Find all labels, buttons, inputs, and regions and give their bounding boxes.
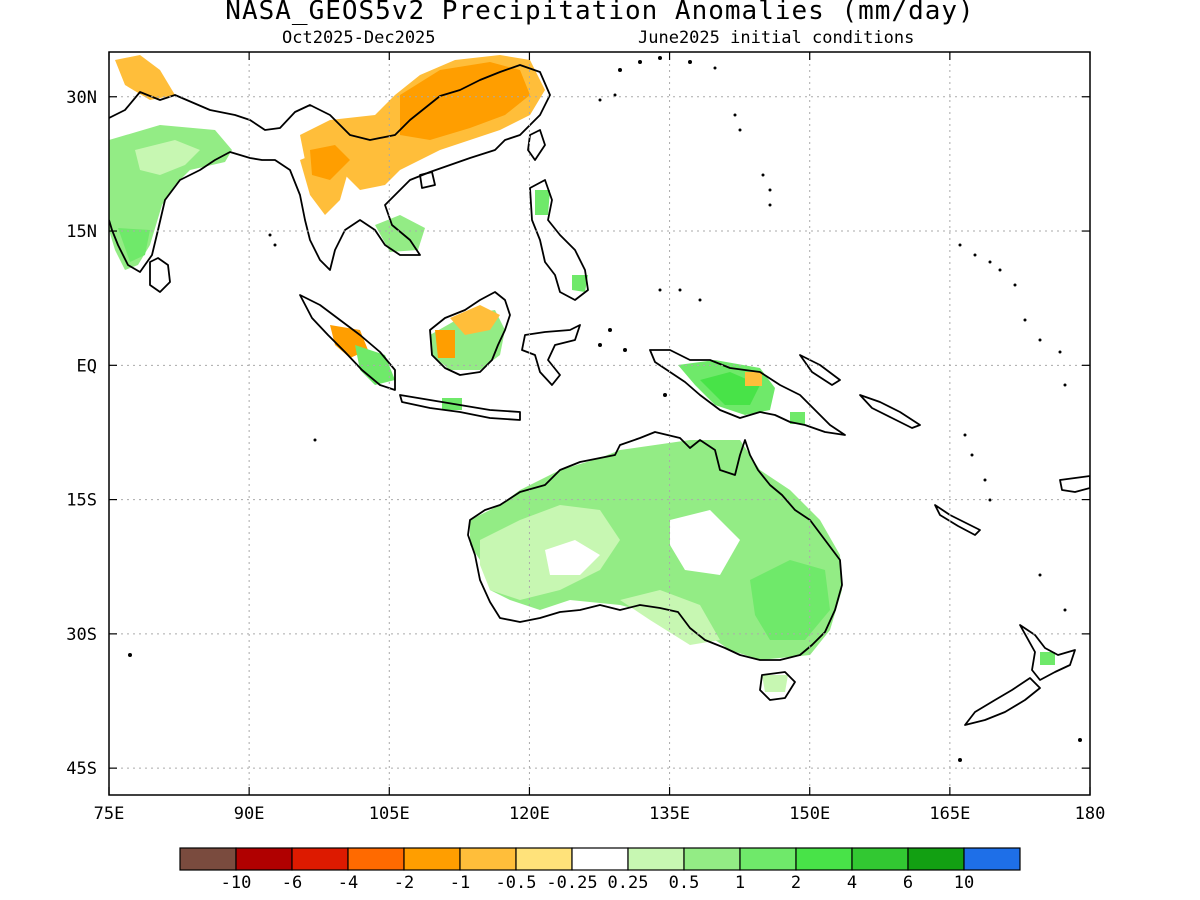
colorbar-tick-label: 2 [791,873,801,893]
colorbar-swatch [179,847,237,871]
anomaly-borneo-north [450,305,500,335]
island-dots [128,56,1082,762]
x-tick-label: 150E [789,804,830,824]
coast-philippines [529,179,589,301]
coast-hainan [419,171,436,189]
initial-conditions-subtitle: June2025 initial conditions [638,28,915,48]
colorbar-swatch [459,847,517,871]
coast-sri-lanka [149,257,171,293]
coast-taiwan [527,129,546,161]
anomaly-borneo-west [435,330,455,358]
map-frame [108,51,1091,796]
axis-ticks [108,52,1091,795]
colorbar-swatch [347,847,405,871]
y-tick-label: EQ [77,356,97,376]
anomaly-new-zealand [1040,652,1055,665]
coast-sumatra [299,294,396,391]
x-axis-labels: 75E 90E 105E 120E 135E 150E 165E 180 [94,804,1106,824]
anomaly-sumatra-south [355,345,395,385]
forecast-period-subtitle: Oct2025-Dec2025 [282,28,436,48]
x-tick-label: 165E [929,804,970,824]
y-tick-label: 45S [66,759,97,779]
colorbar-swatch [907,847,965,871]
coast-borneo [429,291,511,376]
coast-java [399,394,521,421]
colorbar-swatch [795,847,853,871]
x-tick-label: 75E [94,804,125,824]
colorbar-swatch [683,847,741,871]
coast-tasmania [759,671,796,701]
y-tick-label: 15S [66,491,97,511]
anomaly-australia [470,440,842,660]
coastlines [109,64,1090,726]
colorbar-swatch [963,847,1021,871]
colorbar-tick-label: 0.5 [669,873,700,893]
x-tick-label: 120E [509,804,550,824]
anomaly-himalaya [115,55,175,100]
colorbar-tick-label: -2 [394,873,414,893]
coast-bismarck [799,354,841,386]
x-tick-label: 90E [234,804,265,824]
colorbar-tick-label: 0.25 [608,873,649,893]
anomaly-shading [109,55,1055,692]
colorbar-tick-label: -6 [282,873,302,893]
anomaly-mindanao [572,275,588,292]
colorbar-swatch [627,847,685,871]
anomaly-china-core [400,62,530,140]
colorbar-tick-label: 6 [903,873,913,893]
colorbar-swatch [291,847,349,871]
colorbar-labels: -10 -6 -4 -2 -1 -0.5 -0.25 0.25 0.5 1 2 4 6 10 [221,873,975,893]
colorbar-swatch [403,847,461,871]
anomaly-pacific-patch [790,412,805,424]
y-tick-label: 30S [66,625,97,645]
coast-nz-south [964,677,1041,726]
x-tick-label: 180 [1075,804,1106,824]
anomaly-india-south [118,228,150,262]
colorbar [179,847,1021,871]
colorbar-swatch [851,847,909,871]
colorbar-tick-label: -0.25 [546,873,597,893]
coast-australia [467,431,843,661]
anomaly-australia-center [670,510,740,575]
coast-asia [109,64,551,273]
coast-solomons [859,394,921,429]
anomaly-india-inner [135,140,200,175]
colorbar-swatch [571,847,629,871]
colorbar-tick-label: 10 [954,873,974,893]
coast-new-caledonia [934,504,981,536]
x-tick-label: 135E [649,804,690,824]
coast-nz-north [1019,624,1076,681]
colorbar-swatch [515,847,573,871]
coast-new-guinea [649,349,846,436]
colorbar-tick-label: 1 [735,873,745,893]
coast-sulawesi [521,324,581,386]
colorbar-tick-label: -1 [450,873,470,893]
colorbar-swatch [235,847,293,871]
colorbar-swatch [739,847,797,871]
map-background [109,52,1090,795]
anomaly-australia-white [545,540,600,575]
anomaly-indochina-core [310,145,350,180]
x-tick-label: 105E [369,804,410,824]
y-tick-label: 30N [66,88,97,108]
y-tick-label: 15N [66,222,97,242]
chart-title: NASA_GEOS5v2 Precipitation Anomalies (mm… [225,0,975,26]
y-axis-labels: 30N 15N EQ 15S 30S 45S [66,88,97,779]
anomaly-tasmania [762,675,788,692]
anomaly-new-guinea-dry [745,372,762,386]
coast-fiji [1059,475,1090,493]
anomaly-luzon [535,190,550,215]
grid-lines [109,52,1090,795]
colorbar-tick-label: -10 [221,873,252,893]
colorbar-tick-label: -4 [338,873,358,893]
colorbar-tick-label: -0.5 [496,873,537,893]
colorbar-tick-label: 4 [847,873,857,893]
